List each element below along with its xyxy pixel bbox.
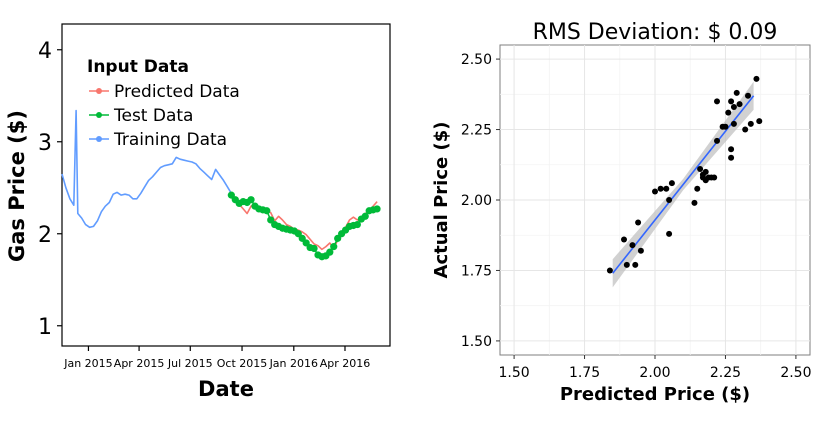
- y-tick-label: 1.75: [461, 263, 492, 279]
- series-line-training-data: [61, 109, 232, 229]
- time-series-axes: 1 2 3 4 Jan 2015 Apr 2015 Jul 2015 Oct 2015 Jan …: [38, 39, 370, 370]
- scatter-point: [697, 166, 704, 172]
- scatter-point: [728, 98, 735, 105]
- time-series-marks: [61, 109, 381, 261]
- test-data-point: [310, 244, 318, 253]
- x-tick-label: 2.00: [639, 365, 670, 381]
- scatter-point: [728, 154, 735, 161]
- scatter-point: [714, 98, 720, 105]
- y-tick-label: 4: [38, 39, 52, 64]
- scatter-point: [736, 101, 743, 108]
- scatter-point: [657, 185, 664, 192]
- scatter-point: [730, 120, 737, 127]
- x-tick-label: Apr 2016: [320, 357, 371, 370]
- scatter-point: [742, 126, 749, 133]
- scatter-point: [694, 185, 701, 192]
- y-tick-label: 1: [38, 315, 52, 340]
- scatter-point: [668, 180, 675, 187]
- time-series-y-axis-label: Gas Price ($): [5, 110, 29, 262]
- scatter-axes: 1.50 1.75 2.00 2.25 2.50 1.50 1.75 2.00 2.25 2.50: [461, 52, 812, 381]
- test-data-point: [326, 248, 334, 256]
- x-tick-label: Jan 2015: [63, 357, 112, 370]
- scatter-point: [635, 219, 642, 226]
- y-tick-label: 1.50: [461, 334, 492, 350]
- scatter-point: [702, 168, 709, 175]
- x-tick-label: 1.50: [499, 365, 530, 381]
- test-data-point: [263, 207, 271, 215]
- y-tick-label: 2.50: [461, 52, 492, 68]
- scatter-point: [747, 120, 754, 127]
- time-series-legend: Input Data Predicted Data Test Data Traini…: [87, 57, 240, 150]
- scatter-panel: RMS Deviation: $ 0.09 1.50 1.75 2.00 2.25 2.…: [431, 20, 811, 405]
- legend-entry-label: Predicted Data: [114, 82, 240, 102]
- y-tick-label: 3: [38, 131, 52, 156]
- fit-line: [612, 95, 755, 274]
- legend-entries: Predicted Data Test Data Training Data: [89, 82, 240, 150]
- scatter-point: [629, 242, 636, 249]
- y-tick-label: 2.00: [461, 193, 492, 209]
- x-tick-label: Apr 2015: [114, 357, 165, 370]
- scatter-point: [666, 230, 673, 237]
- x-tick-label: Oct 2015: [217, 357, 268, 370]
- x-tick-label: 2.50: [780, 365, 811, 381]
- legend-entry-label: Test Data: [113, 106, 193, 126]
- legend-key-point: [96, 88, 102, 94]
- scatter-point: [753, 75, 760, 82]
- scatter-point: [652, 188, 658, 195]
- x-tick-label: Jan 2016: [269, 357, 318, 370]
- scatter-point: [730, 104, 737, 110]
- legend-key-point: [96, 112, 102, 118]
- scatter-point: [623, 261, 630, 268]
- scatter-point: [714, 137, 720, 144]
- scatter-point: [666, 197, 673, 203]
- test-data-point: [330, 243, 338, 251]
- test-data-point: [361, 212, 369, 220]
- test-data-point: [353, 220, 361, 229]
- scatter-y-axis-label: Actual Price ($): [431, 122, 452, 279]
- y-tick-label: 2: [38, 223, 52, 248]
- x-tick-label: Jul 2015: [167, 357, 213, 370]
- x-tick-label: 2.25: [710, 365, 741, 381]
- time-series-panel: 1 2 3 4 Jan 2015 Apr 2015 Jul 2015 Oct 2015 Jan …: [5, 23, 391, 401]
- test-data-point: [247, 196, 255, 204]
- legend-key-point: [96, 136, 102, 142]
- x-tick-label: 1.75: [569, 365, 600, 381]
- scatter-marks: [606, 75, 763, 288]
- scatter-point: [728, 146, 735, 153]
- scatter-point: [637, 247, 644, 254]
- test-data-point: [373, 205, 381, 213]
- legend-entry-label: Training Data: [113, 130, 227, 150]
- y-tick-label: 2.25: [461, 123, 492, 139]
- scatter-title: RMS Deviation: $ 0.09: [533, 20, 778, 45]
- legend-title: Input Data: [87, 57, 189, 77]
- scatter-point: [621, 236, 627, 243]
- scatter-point: [691, 199, 698, 206]
- scatter-point: [632, 261, 639, 268]
- time-series-x-axis-label: Date: [198, 377, 254, 401]
- scatter-point: [733, 89, 740, 96]
- scatter-point: [663, 185, 670, 192]
- scatter-point: [725, 109, 732, 116]
- scatter-point: [711, 174, 718, 181]
- scatter-grid: [500, 45, 810, 355]
- scatter-point: [606, 267, 613, 274]
- scatter-point: [722, 123, 729, 130]
- scatter-point: [745, 92, 751, 99]
- scatter-x-axis-label: Predicted Price ($): [560, 384, 750, 405]
- scatter-point: [756, 118, 763, 125]
